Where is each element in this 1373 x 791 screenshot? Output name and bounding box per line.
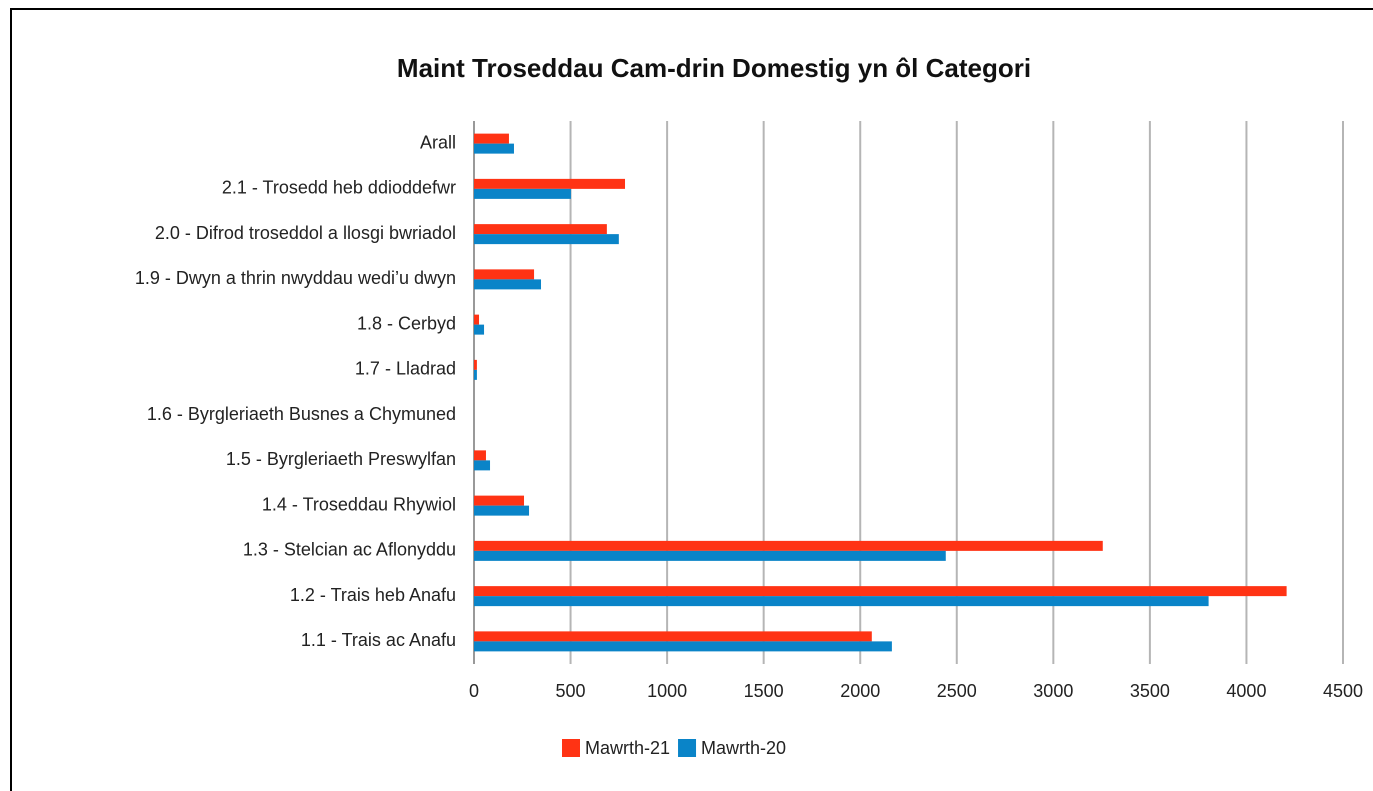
bar xyxy=(474,224,607,235)
legend-swatch xyxy=(562,739,580,757)
bar xyxy=(474,596,1209,607)
bar xyxy=(474,641,892,652)
x-tick-label: 0 xyxy=(469,681,479,701)
bar xyxy=(474,279,542,290)
x-tick-label: 4000 xyxy=(1226,681,1266,701)
y-tick-label: 2.0 - Difrod troseddol a llosgi bwriadol xyxy=(155,223,456,243)
bar xyxy=(474,188,571,199)
bar xyxy=(474,550,946,561)
y-tick-label: Arall xyxy=(420,132,456,152)
y-tick-label: 1.8 - Cerbyd xyxy=(357,313,456,333)
x-tick-label: 2500 xyxy=(937,681,977,701)
y-tick-label: 1.1 - Trais ac Anafu xyxy=(301,630,456,650)
bar xyxy=(474,359,477,370)
chart-title: Maint Troseddau Cam-drin Domestig yn ôl … xyxy=(397,53,1031,83)
bar xyxy=(474,369,477,380)
bar xyxy=(474,495,525,506)
y-tick-label: 1.6 - Byrgleriaeth Busnes a Chymuned xyxy=(147,404,456,424)
bar xyxy=(474,269,535,280)
x-tick-label: 1500 xyxy=(744,681,784,701)
x-tick-label: 2000 xyxy=(840,681,880,701)
bar xyxy=(474,143,514,154)
y-tick-label: 1.5 - Byrgleriaeth Preswylfan xyxy=(226,449,456,469)
y-tick-label: 1.9 - Dwyn a thrin nwyddau wedi’u dwyn xyxy=(135,268,456,288)
bar xyxy=(474,586,1287,597)
chart-border xyxy=(10,8,1373,791)
x-tick-label: 3500 xyxy=(1130,681,1170,701)
bar xyxy=(474,234,619,245)
y-tick-label: 1.3 - Stelcian ac Aflonyddu xyxy=(243,540,456,560)
legend-swatch xyxy=(678,739,697,757)
bar xyxy=(474,178,626,189)
x-tick-label: 500 xyxy=(556,681,586,701)
y-tick-label: 2.1 - Trosedd heb ddioddefwr xyxy=(222,178,456,198)
bar xyxy=(474,460,491,471)
bar xyxy=(474,133,509,144)
x-tick-label: 1000 xyxy=(647,681,687,701)
y-tick-label: 1.7 - Lladrad xyxy=(355,359,456,379)
y-tick-label: 1.4 - Troseddau Rhywiol xyxy=(262,494,456,514)
bar xyxy=(474,505,530,516)
bar xyxy=(474,314,480,325)
x-tick-label: 4500 xyxy=(1323,681,1363,701)
bar xyxy=(474,450,486,461)
bar xyxy=(474,324,485,335)
x-tick-label: 3000 xyxy=(1033,681,1073,701)
legend-label: Mawrth-20 xyxy=(701,738,786,758)
y-tick-label: 1.2 - Trais heb Anafu xyxy=(290,585,456,605)
bar xyxy=(474,631,872,642)
legend-label: Mawrth-21 xyxy=(585,738,670,758)
bar xyxy=(474,540,1103,551)
